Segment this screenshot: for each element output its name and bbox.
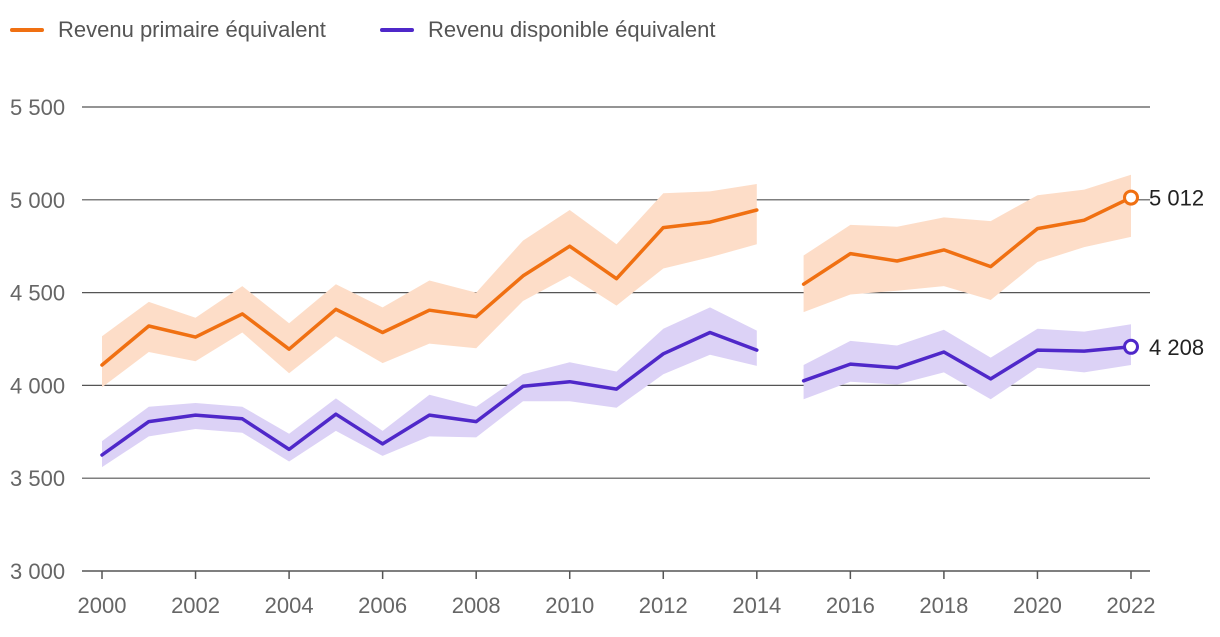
primary-confidence-band <box>803 174 1131 313</box>
y-tick-label: 4 000 <box>10 373 65 398</box>
primary-confidence-band <box>102 184 757 388</box>
x-tick-label: 2008 <box>452 593 501 618</box>
x-tick-label: 2022 <box>1107 593 1156 618</box>
x-tick-label: 2020 <box>1013 593 1062 618</box>
legend-label-disposable: Revenu disponible équivalent <box>428 17 715 42</box>
x-tick-label: 2000 <box>78 593 127 618</box>
x-tick-label: 2002 <box>171 593 220 618</box>
x-tick-label: 2006 <box>358 593 407 618</box>
legend-label-primary: Revenu primaire équivalent <box>58 17 326 42</box>
x-axis: 2000 2002 2004 2006 2008 2010 2012 2014 2016 2018… <box>78 570 1156 618</box>
primary-end-marker <box>1123 189 1139 206</box>
x-tick-label: 2004 <box>265 593 314 618</box>
x-tick-label: 2014 <box>732 593 781 618</box>
x-tick-label: 2012 <box>639 593 688 618</box>
primary-end-value-label: 5 012 <box>1149 186 1204 211</box>
disposable-series-line <box>100 330 759 457</box>
disposable-series-line <box>801 345 1133 383</box>
legend: Revenu primaire équivalent Revenu dispon… <box>10 17 715 42</box>
y-tick-label: 3 000 <box>10 559 65 584</box>
disposable-end-marker <box>1123 338 1139 355</box>
y-tick-label: 3 500 <box>10 466 65 491</box>
disposable-confidence-band <box>102 307 757 468</box>
x-tick-label: 2010 <box>545 593 594 618</box>
y-tick-label: 4 500 <box>10 281 65 306</box>
y-tick-label: 5 500 <box>10 95 65 120</box>
primary-series-line <box>801 195 1133 286</box>
disposable-end-value-label: 4 208 <box>1149 335 1204 360</box>
primary-series-line <box>100 208 759 367</box>
series-lines <box>100 195 1133 457</box>
end-labels: 5 012 4 208 <box>1123 186 1204 360</box>
y-tick-label: 5 000 <box>10 188 65 213</box>
x-tick-label: 2018 <box>919 593 968 618</box>
x-tick-label: 2016 <box>826 593 875 618</box>
confidence-bands <box>102 174 1131 468</box>
disposable-confidence-band <box>803 324 1131 400</box>
